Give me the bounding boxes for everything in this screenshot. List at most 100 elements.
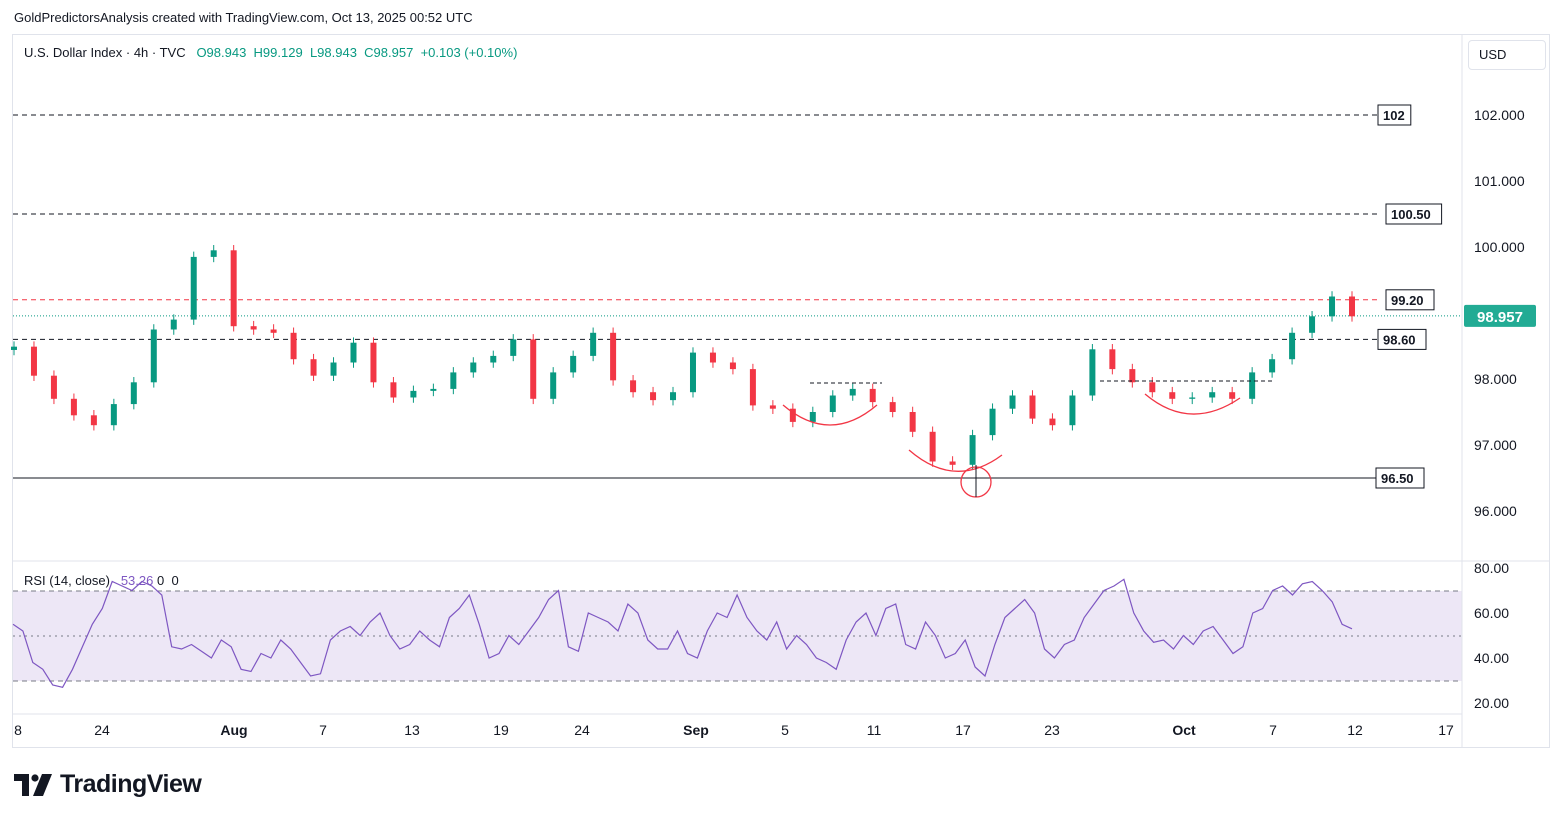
candle-body bbox=[949, 461, 956, 465]
rsi-layer bbox=[12, 578, 1353, 688]
candle-body bbox=[350, 342, 357, 363]
candle-body bbox=[869, 388, 876, 403]
level-tag-2: 99.20 bbox=[1391, 293, 1424, 308]
level-tag-box-4 bbox=[1375, 467, 1425, 489]
current-price-tag bbox=[1464, 304, 1536, 327]
candle-body bbox=[170, 319, 177, 330]
time-axis-tick: Sep bbox=[683, 722, 709, 738]
candle-body bbox=[689, 352, 696, 393]
brand-name: TradingView bbox=[60, 770, 202, 798]
candle-body bbox=[809, 412, 816, 422]
chart-frame bbox=[12, 34, 1550, 748]
candle-body bbox=[450, 372, 457, 389]
tradingview-logo-icon bbox=[14, 773, 52, 796]
candle-body bbox=[330, 362, 337, 376]
symbol-label: U.S. Dollar Index · 4h · TVC bbox=[24, 45, 186, 60]
candles-layer bbox=[11, 245, 1355, 471]
time-axis-tick: 8 bbox=[14, 722, 22, 738]
rsi-line bbox=[12, 578, 1353, 688]
candle-body bbox=[1009, 395, 1016, 409]
candle-body bbox=[470, 362, 477, 373]
price-axis-tick: 101.000 bbox=[1474, 173, 1525, 189]
level-tag-3: 98.60 bbox=[1383, 332, 1416, 347]
tradingview-brand[interactable]: TradingView bbox=[14, 770, 202, 799]
candle-body bbox=[290, 332, 297, 360]
candle-body bbox=[90, 415, 97, 426]
candle-body bbox=[1349, 296, 1355, 317]
candle-body bbox=[130, 382, 137, 405]
candle-body bbox=[1169, 392, 1176, 399]
candle-body bbox=[769, 405, 776, 409]
price-axis-tick: 100.000 bbox=[1474, 239, 1525, 255]
cup-pattern-1 bbox=[782, 404, 878, 426]
level-tag-box-3 bbox=[1377, 328, 1427, 350]
candle-body bbox=[789, 408, 796, 422]
rsi-extra-2: 0 bbox=[171, 573, 179, 588]
chart-attribution: GoldPredictorsAnalysis created with Trad… bbox=[14, 10, 473, 25]
candle-body bbox=[889, 402, 896, 412]
time-axis-tick: Aug bbox=[220, 722, 247, 738]
time-axis-tick: 7 bbox=[1269, 722, 1277, 738]
candle-body bbox=[610, 332, 617, 381]
candle-body bbox=[190, 256, 197, 320]
level-tag-box-1 bbox=[1385, 203, 1443, 225]
candle-body bbox=[1109, 349, 1116, 370]
candle-body bbox=[989, 408, 996, 436]
level-tag-box-2 bbox=[1385, 289, 1435, 311]
rsi-value: 53.26 bbox=[120, 573, 154, 588]
time-axis-tick: 23 bbox=[1044, 722, 1060, 738]
axes-layer: 102.000 101.000 100.000 98.000 97.000 96.000 8… bbox=[14, 107, 1536, 738]
time-axis-tick: 24 bbox=[94, 722, 110, 738]
candle-body bbox=[1249, 372, 1256, 399]
chart-legend: U.S. Dollar Index · 4h · TVC O98.943 H99… bbox=[24, 45, 517, 60]
candle-body bbox=[909, 412, 916, 432]
rsi-label: RSI (14, close) bbox=[24, 573, 110, 588]
candle-body bbox=[570, 355, 577, 373]
candle-body bbox=[749, 369, 756, 406]
price-axis-tick: 102.000 bbox=[1474, 107, 1525, 123]
candle-body bbox=[729, 362, 736, 370]
candle-body bbox=[1309, 316, 1316, 333]
candle-body bbox=[250, 326, 257, 330]
candle-body bbox=[1269, 359, 1276, 373]
time-axis-tick: 12 bbox=[1347, 722, 1363, 738]
candle-body bbox=[370, 342, 377, 383]
candle-body bbox=[1329, 296, 1336, 317]
cup-pattern-2 bbox=[908, 449, 1003, 472]
candle-body bbox=[1229, 392, 1236, 399]
time-axis-tick: 11 bbox=[867, 722, 882, 738]
time-axis-tick: Oct bbox=[1172, 722, 1196, 738]
rsi-legend: RSI (14, close) 53.26 0 0 bbox=[24, 573, 179, 588]
candle-body bbox=[1029, 395, 1036, 419]
price-axis-tick: 98.000 bbox=[1474, 371, 1517, 387]
candle-body bbox=[969, 435, 976, 465]
candle-body bbox=[530, 339, 537, 399]
candle-body bbox=[1049, 418, 1056, 426]
level-tag-0: 102 bbox=[1383, 108, 1405, 123]
candle-body bbox=[670, 392, 677, 401]
patterns-layer bbox=[782, 380, 1275, 498]
currency-button[interactable]: USD bbox=[1468, 40, 1546, 70]
candle-body bbox=[30, 346, 37, 376]
candle-body bbox=[709, 352, 716, 363]
candle-body bbox=[410, 390, 417, 398]
candle-body bbox=[510, 339, 517, 356]
candle-body bbox=[310, 359, 317, 376]
candle-body bbox=[630, 380, 637, 393]
high-value: H99.129 bbox=[253, 45, 303, 60]
level-tag-1: 100.50 bbox=[1391, 207, 1431, 222]
candle-body bbox=[590, 332, 597, 356]
candle-body bbox=[50, 375, 57, 399]
time-axis-tick: 13 bbox=[404, 722, 420, 738]
candle-body bbox=[11, 346, 17, 350]
candle-body bbox=[70, 398, 77, 416]
candle-body bbox=[150, 329, 157, 383]
candle-body bbox=[1089, 349, 1096, 396]
change-value: +0.103 (+0.10%) bbox=[420, 45, 518, 60]
candle-body bbox=[270, 329, 277, 333]
candle-body bbox=[849, 388, 856, 396]
price-axis-tick: 96.000 bbox=[1474, 503, 1517, 519]
candle-body bbox=[110, 404, 117, 426]
rsi-axis-tick: 20.00 bbox=[1474, 695, 1509, 711]
